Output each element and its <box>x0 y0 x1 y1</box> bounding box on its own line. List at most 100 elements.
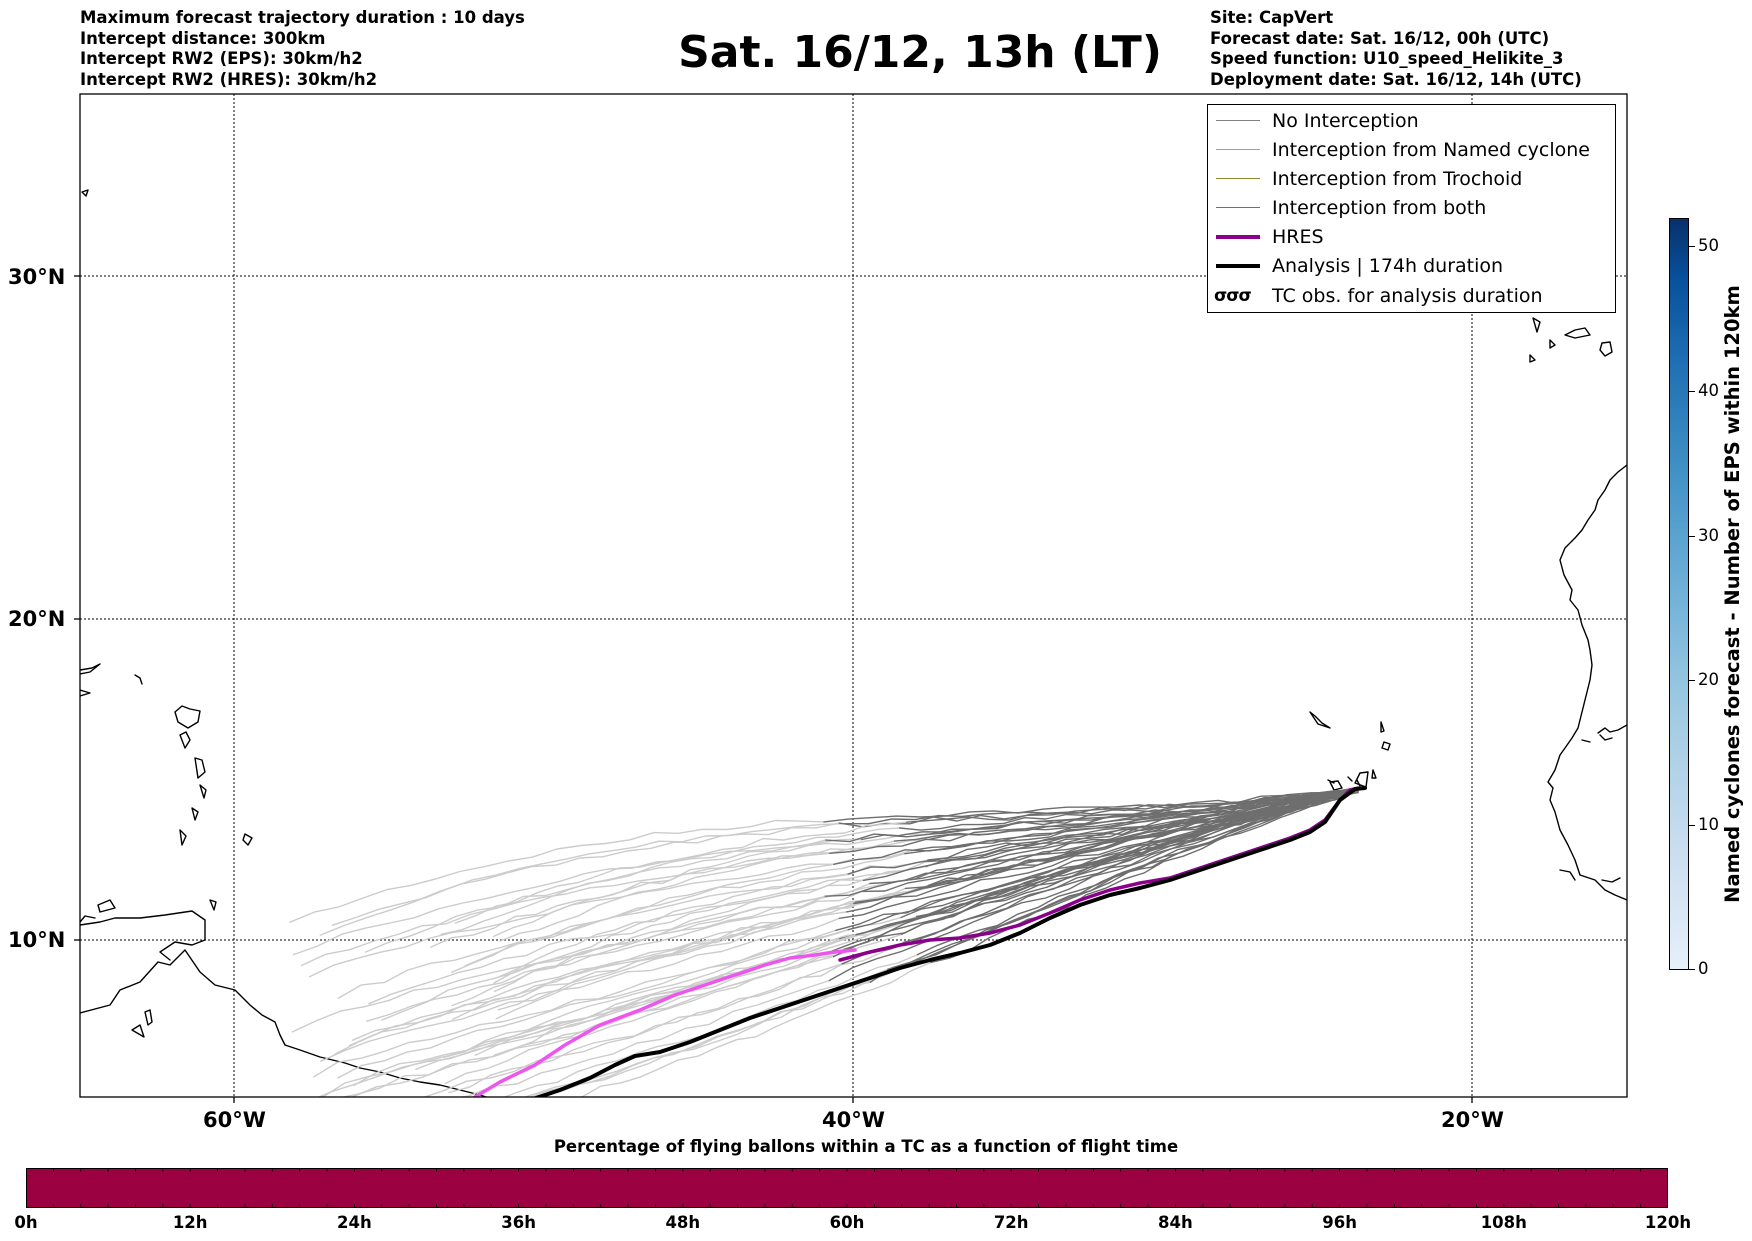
eps-trajectory <box>334 911 848 1055</box>
forecast-date-line: Forecast date: Sat. 16/12, 00h (UTC) <box>1210 28 1550 48</box>
eps-trajectory <box>451 853 906 973</box>
legend-named-cyclone: Interception from Named cyclone <box>1208 138 1615 162</box>
colorbar-label-50: 50 <box>1698 236 1719 255</box>
deployment-date-line: Deployment date: Sat. 16/12, 14h (UTC) <box>1210 69 1582 89</box>
legend-label: TC obs. for analysis duration <box>1272 285 1543 307</box>
colorbar-tick <box>1689 246 1695 247</box>
legend-label: Analysis | 174h duration <box>1272 255 1504 277</box>
coastlines <box>80 189 1627 1097</box>
param-line-duration: Maximum forecast trajectory duration : 1… <box>80 8 525 27</box>
legend-label: Interception from Named cyclone <box>1272 139 1590 161</box>
time-tick-label: 48h <box>665 1213 701 1232</box>
hres-trajectory-west <box>471 948 857 1097</box>
lon-label-40w: 40°W <box>822 1108 885 1132</box>
time-tick-label: 108h <box>1480 1213 1527 1232</box>
param-line-rw2-eps: Intercept RW2 (EPS): 30km/h2 <box>80 49 363 68</box>
eps-trajectory <box>289 819 825 923</box>
map-legend: No Interception Interception from Named … <box>1207 104 1616 313</box>
eps-trajectory <box>847 790 1359 875</box>
legend-swatch <box>1216 235 1260 239</box>
eps-trajectory <box>337 873 849 999</box>
eps-trajectory <box>535 981 871 1097</box>
eps-trajectory <box>835 786 1359 931</box>
eps-trajectory <box>337 929 849 1079</box>
legend-swatch <box>1216 120 1260 121</box>
eps-trajectory <box>313 929 837 1078</box>
legend-label: No Interception <box>1272 110 1419 132</box>
time-tick-label: 96h <box>1322 1213 1357 1232</box>
param-line-distance: Intercept distance: 300km <box>80 28 326 48</box>
eps-trajectory <box>833 789 1359 865</box>
lat-label-10n: 10°N <box>8 928 66 952</box>
analysis-trajectory <box>532 786 1367 1097</box>
eps-trajectory <box>364 838 863 953</box>
forecast-parameters: Maximum forecast trajectory duration : 1… <box>80 8 525 90</box>
lat-label-30n: 30°N <box>8 265 66 289</box>
eps-trajectory <box>291 895 826 1033</box>
colorbar-tick <box>1689 536 1695 537</box>
page-title: Sat. 16/12, 13h (LT) <box>678 27 1162 78</box>
eps-trajectory <box>348 902 855 1047</box>
percentage-bar <box>26 1168 1668 1208</box>
eps-trajectory <box>916 789 1359 918</box>
eps-trajectory <box>451 887 906 1021</box>
eps-trajectory <box>831 788 1359 952</box>
time-tick-label: 60h <box>829 1213 865 1232</box>
legend-hres: HRES <box>1208 225 1615 249</box>
percentage-bar-title: Percentage of flying ballons within a TC… <box>553 1137 1179 1156</box>
colorbar-title: Named cyclones forecast - Number of EPS … <box>1721 285 1744 903</box>
time-tick-label: 12h <box>172 1213 208 1232</box>
eps-trajectory <box>841 791 1359 965</box>
eps-trajectory <box>308 863 835 978</box>
legend-both: Interception from both <box>1208 196 1615 220</box>
eps-trajectory <box>529 968 889 1097</box>
legend-label: HRES <box>1272 226 1324 248</box>
trajectory-group <box>289 786 1359 1097</box>
eps-trajectory <box>339 955 835 1097</box>
colorbar-label-30: 30 <box>1698 526 1719 545</box>
legend-label: Interception from Trochoid <box>1272 168 1523 190</box>
legend-analysis: Analysis | 174h duration <box>1208 254 1615 278</box>
eps-trajectory <box>320 917 841 1062</box>
eps-trajectory <box>869 788 1359 983</box>
legend-label: Interception from both <box>1272 197 1487 219</box>
param-line-rw2-hres: Intercept RW2 (HRES): 30km/h2 <box>80 69 378 89</box>
colorbar-tick <box>1689 825 1695 826</box>
legend-no-interception: No Interception <box>1208 109 1615 133</box>
site-line: Site: CapVert <box>1210 8 1334 27</box>
legend-swatch <box>1216 207 1260 208</box>
eps-trajectory <box>440 827 901 935</box>
time-tick-label: 72h <box>993 1213 1029 1232</box>
colorbar-label-10: 10 <box>1698 815 1719 834</box>
eps-trajectory <box>824 789 1359 897</box>
site-info: Site: CapVert Forecast date: Sat. 16/12,… <box>1210 8 1582 90</box>
time-tick-label: 0h <box>14 1213 38 1232</box>
tc-symbol-icon: σσσ <box>1214 286 1252 306</box>
eps-trajectory <box>366 890 863 1022</box>
eps-trajectory <box>430 840 896 948</box>
eps-trajectory <box>368 879 865 1005</box>
eps-trajectory <box>381 882 871 1021</box>
legend-tc-obs: σσσ TC obs. for analysis duration <box>1208 284 1615 308</box>
time-tick-label: 84h <box>1158 1213 1193 1232</box>
cyclone-colorbar <box>1669 218 1689 970</box>
colorbar-label-20: 20 <box>1698 670 1719 689</box>
eps-trajectory <box>579 961 932 1097</box>
colorbar-tick <box>1689 391 1695 392</box>
time-tick-label: 24h <box>337 1213 372 1232</box>
colorbar-tick <box>1689 969 1695 970</box>
eps-trajectory <box>422 963 843 1097</box>
legend-swatch <box>1216 149 1260 150</box>
legend-swatch <box>1216 264 1260 268</box>
colorbar-label-40: 40 <box>1698 381 1719 400</box>
colorbar-tick <box>1689 680 1695 681</box>
legend-trochoid: Interception from Trochoid <box>1208 167 1615 191</box>
eps-trajectory <box>494 865 927 993</box>
legend-swatch <box>1216 178 1260 179</box>
lat-label-20n: 20°N <box>8 607 66 631</box>
eps-trajectory <box>823 788 1359 823</box>
speed-function-line: Speed function: U10_speed_Helikite_3 <box>1210 49 1564 68</box>
eps-trajectory <box>832 789 1359 958</box>
eps-trajectory <box>828 791 1359 982</box>
lon-label-60w: 60°W <box>203 1108 266 1132</box>
